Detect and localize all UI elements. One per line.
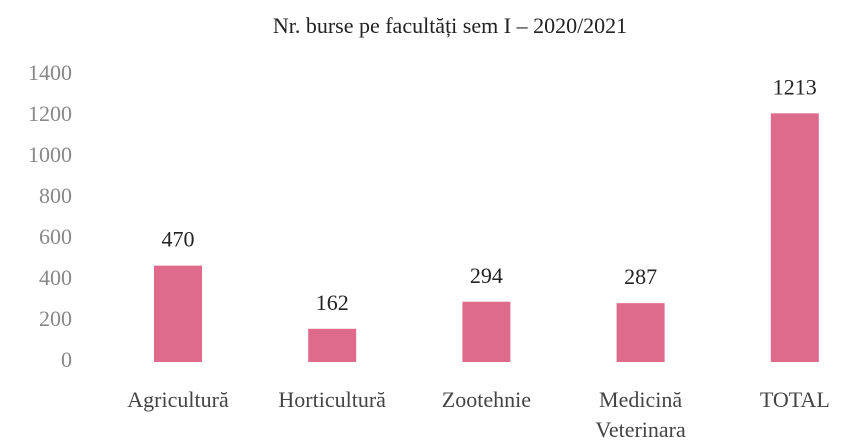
y-tick-label: 1000 (28, 142, 72, 167)
x-tick-label: Horticultură (278, 387, 386, 412)
y-tick-label: 800 (39, 183, 72, 208)
y-tick-label: 0 (61, 347, 72, 372)
bar (616, 303, 665, 362)
x-tick-label: Medicină Veterinara (595, 387, 686, 442)
y-tick-label: 1400 (28, 60, 72, 85)
value-label: 294 (470, 263, 503, 288)
y-tick-label: 600 (39, 224, 72, 249)
bar (770, 113, 819, 363)
bar (462, 301, 511, 362)
value-label: 470 (162, 227, 195, 252)
value-label: 287 (624, 264, 657, 289)
bar (154, 265, 202, 362)
bar (308, 328, 357, 362)
chart-title: Nr. burse pe facultăți sem I – 2020/2021 (273, 13, 627, 38)
value-label: 1213 (773, 74, 817, 99)
y-tick-label: 400 (39, 265, 72, 290)
x-tick-label: Agricultură (127, 387, 229, 412)
value-label: 162 (316, 290, 349, 315)
y-tick-label: 1200 (28, 101, 72, 126)
y-tick-label: 200 (39, 306, 72, 331)
x-tick-label: TOTAL (759, 387, 830, 412)
x-tick-label: Zootehnie (441, 387, 531, 412)
